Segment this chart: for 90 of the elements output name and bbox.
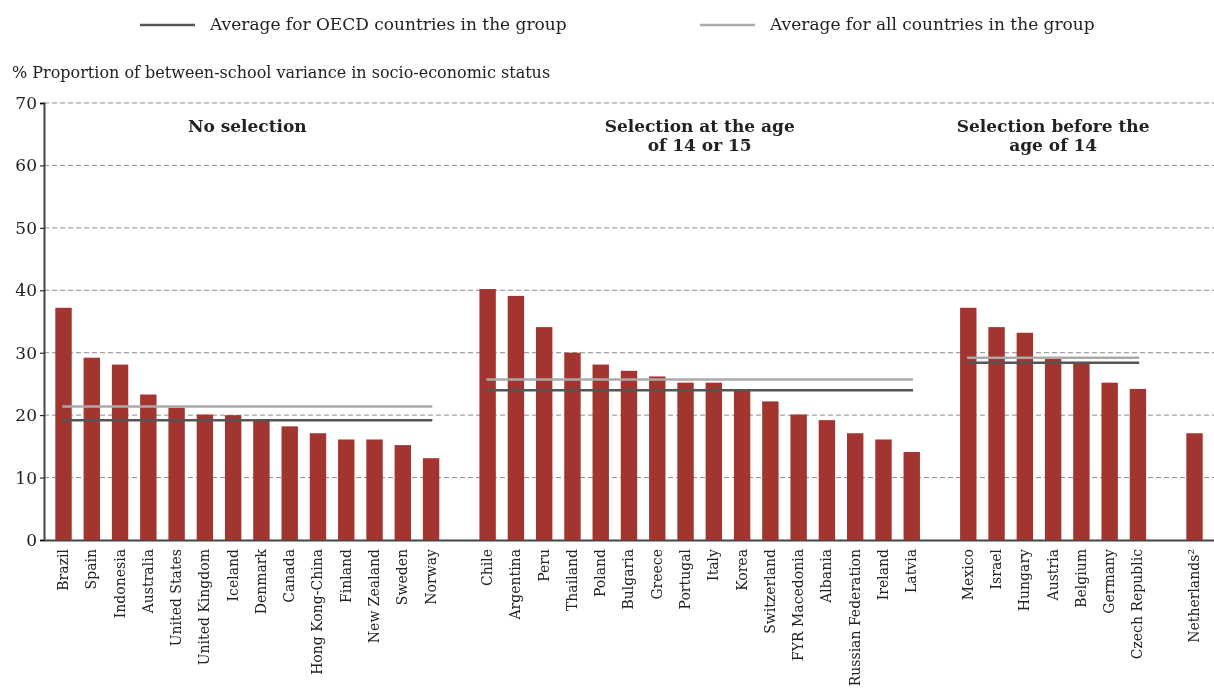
bar [988, 327, 1005, 540]
x-tick-label: FYR Macedonia [790, 549, 807, 661]
x-tick-label: Austria [1044, 549, 1061, 602]
x-tick-label: Portugal [677, 548, 694, 610]
annotation: No selection [187, 116, 307, 136]
x-tick-label: Denmark [252, 548, 269, 615]
bar [422, 458, 440, 540]
legend-label: Average for all countries in the group [769, 14, 1095, 34]
x-tick-label: United Kingdom [196, 549, 213, 666]
bar [564, 352, 581, 540]
x-tick-label: Russian Federation [846, 549, 863, 687]
x-tick-label: Spain [83, 549, 100, 590]
x-tick-label: Poland [592, 548, 609, 598]
x-tick-label: Switzerland [761, 548, 778, 634]
x-tick-label: Australia [139, 549, 156, 615]
y-tick-label: 50 [15, 217, 37, 238]
bar [705, 382, 723, 540]
bar [1129, 388, 1147, 540]
bar [394, 445, 411, 540]
x-tick-label: United States [168, 549, 185, 647]
bar [507, 295, 525, 540]
bar [55, 307, 72, 540]
x-tick-label: Canada [281, 549, 298, 603]
x-tick-label: Argentina [507, 549, 524, 621]
bar [1044, 358, 1062, 540]
bar [649, 376, 666, 540]
x-tick-label: Latvia [903, 549, 920, 594]
bar [140, 394, 157, 540]
bar [111, 364, 129, 540]
y-axis-title: % Proportion of between-school variance in socio-economic status [12, 63, 551, 82]
x-tick-label: Thailand [563, 548, 580, 611]
annotation: Selection at the age of 14 or 15 [604, 116, 795, 155]
bar [1016, 332, 1034, 540]
bar [733, 390, 751, 540]
bar [762, 401, 779, 540]
bar [960, 307, 977, 540]
x-tick-label: Chile [479, 549, 496, 586]
bar [338, 439, 355, 540]
legend-label: Average for OECD countries in the group [209, 14, 567, 34]
bar [677, 382, 694, 540]
x-tick-label: Belgium [1072, 549, 1089, 608]
x-tick-label: Israel [988, 548, 1005, 590]
bar [847, 433, 864, 540]
bar [592, 364, 609, 540]
x-tick-label: Korea [733, 549, 750, 591]
x-tick-label: Netherlands² [1185, 549, 1202, 643]
y-tick-label: 0 [26, 529, 37, 550]
x-tick-label: New Zealand [366, 548, 383, 644]
y-tick-label: 40 [15, 280, 37, 301]
x-tick-label: Indonesia [111, 549, 128, 619]
bar [620, 370, 638, 540]
bar [535, 327, 553, 540]
y-tick-label: 60 [15, 155, 37, 176]
bar [196, 414, 214, 540]
x-tick-label: Ireland [874, 548, 891, 601]
x-tick-label: Czech Republic [1129, 548, 1146, 660]
y-tick-label: 10 [15, 467, 37, 488]
x-tick-label: Italy [705, 548, 722, 581]
x-tick-label: Hungary [1016, 548, 1033, 612]
bar [818, 420, 836, 540]
bar [903, 451, 920, 540]
x-tick-label: Finland [337, 548, 354, 604]
x-tick-label: Peru [535, 549, 552, 582]
y-tick-label: 30 [15, 342, 37, 363]
bar [309, 433, 327, 540]
bar [281, 426, 298, 540]
bar [366, 439, 383, 540]
x-tick-label: Germany [1101, 548, 1118, 614]
bar [479, 289, 496, 540]
annotation: Selection before the age of 14 [956, 116, 1150, 155]
bar [1101, 382, 1118, 540]
bar [1186, 433, 1203, 540]
bar [1073, 363, 1090, 540]
bar [83, 357, 100, 540]
bar [790, 414, 807, 540]
x-tick-label: Sweden [394, 549, 411, 606]
y-tick-label: 70 [15, 92, 37, 113]
bar [224, 415, 242, 540]
x-tick-label: Brazil [54, 548, 71, 591]
x-tick-label: Mexico [959, 549, 976, 601]
x-tick-label: Hong Kong-China [309, 549, 326, 675]
x-tick-label: Norway [422, 548, 439, 605]
bar [875, 439, 892, 540]
bar [253, 420, 270, 540]
bar [168, 407, 185, 540]
x-tick-label: Greece [648, 549, 665, 600]
x-tick-label: Albania [818, 549, 835, 604]
x-tick-label: Iceland [224, 548, 241, 602]
x-tick-label: Bulgaria [620, 549, 637, 610]
y-tick-label: 20 [15, 405, 37, 426]
